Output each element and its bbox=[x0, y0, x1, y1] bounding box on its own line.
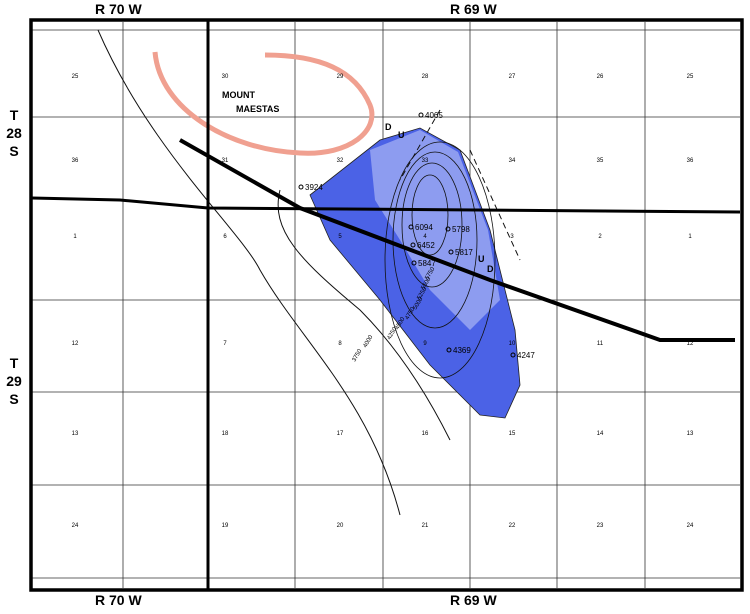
mountain-outline bbox=[152, 51, 375, 156]
township-label: 29 bbox=[6, 373, 22, 389]
section-number: 25 bbox=[72, 74, 79, 80]
well-symbol bbox=[448, 249, 454, 255]
section-number: 8 bbox=[338, 341, 342, 347]
section-number: 32 bbox=[337, 158, 344, 164]
well-symbol bbox=[410, 242, 416, 248]
map-frame bbox=[29, 18, 744, 592]
contours bbox=[384, 141, 496, 379]
section-number: 6 bbox=[223, 234, 227, 240]
section-number: 34 bbox=[509, 158, 516, 164]
section-number: 24 bbox=[72, 523, 79, 529]
well-value: 4247 bbox=[517, 351, 535, 360]
well-symbol bbox=[298, 184, 304, 190]
well-symbol bbox=[445, 226, 451, 232]
range-label: R 70 W bbox=[95, 1, 142, 17]
section-number: 31 bbox=[222, 158, 229, 164]
fault-marker: D bbox=[385, 122, 392, 132]
township-label: T bbox=[10, 355, 19, 371]
section-number: 11 bbox=[597, 341, 604, 347]
section-number: 30 bbox=[222, 74, 229, 80]
structure-high bbox=[370, 130, 500, 330]
section-number: 13 bbox=[687, 431, 694, 437]
well-value: 4369 bbox=[453, 346, 471, 355]
section-number: 7 bbox=[223, 341, 227, 347]
section-number: 12 bbox=[687, 341, 694, 347]
fault-lines bbox=[97, 29, 521, 516]
well-symbol bbox=[510, 352, 516, 358]
well-value: 3924 bbox=[305, 183, 323, 192]
township-line bbox=[31, 196, 741, 214]
well-symbol bbox=[446, 347, 452, 353]
section-number: 35 bbox=[597, 158, 604, 164]
section-number: 36 bbox=[687, 158, 694, 164]
section-number: 12 bbox=[72, 341, 79, 347]
section-number: 16 bbox=[422, 431, 429, 437]
section-number: 18 bbox=[222, 431, 229, 437]
section-number: 3 bbox=[510, 234, 514, 240]
range-label: R 69 W bbox=[450, 592, 497, 608]
fault-marker: D bbox=[487, 264, 494, 274]
section-number: 14 bbox=[597, 431, 604, 437]
section-number: 22 bbox=[509, 523, 516, 529]
township-label: T bbox=[10, 107, 19, 123]
section-number: 25 bbox=[687, 74, 694, 80]
section-number: 5 bbox=[338, 234, 342, 240]
section-number: 36 bbox=[72, 158, 79, 164]
section-number: 24 bbox=[687, 523, 694, 529]
section-number: 21 bbox=[422, 523, 429, 529]
well-symbol bbox=[411, 260, 417, 266]
section-number: 1 bbox=[73, 234, 77, 240]
range-label: R 70 W bbox=[95, 592, 142, 608]
feature-label: MAESTAS bbox=[236, 104, 279, 114]
section-number: 1 bbox=[688, 234, 692, 240]
feature-label: MOUNT bbox=[222, 90, 255, 100]
section-number: 9 bbox=[423, 341, 427, 347]
well-value: 6094 bbox=[415, 223, 433, 232]
township-label: S bbox=[9, 143, 18, 159]
section-number: 29 bbox=[337, 74, 344, 80]
range-label: R 69 W bbox=[450, 1, 497, 17]
township-label: 28 bbox=[6, 125, 22, 141]
well-value: 4065 bbox=[425, 111, 443, 120]
section-number: 2 bbox=[598, 234, 602, 240]
section-number: 28 bbox=[422, 74, 429, 80]
fault-marker: U bbox=[398, 130, 405, 140]
section-number: 23 bbox=[597, 523, 604, 529]
well-symbol bbox=[408, 224, 414, 230]
well-symbol bbox=[418, 112, 424, 118]
section-number: 17 bbox=[337, 431, 344, 437]
section-number: 26 bbox=[597, 74, 604, 80]
well-value: 5798 bbox=[452, 225, 470, 234]
section-number: 13 bbox=[72, 431, 79, 437]
well-value: 5817 bbox=[455, 248, 473, 257]
fault-marker: U bbox=[478, 254, 485, 264]
section-number: 27 bbox=[509, 74, 516, 80]
section-number: 19 bbox=[222, 523, 229, 529]
section-number: 20 bbox=[337, 523, 344, 529]
main-fault bbox=[179, 138, 735, 342]
well-value: 6452 bbox=[417, 241, 435, 250]
section-number: 33 bbox=[422, 158, 429, 164]
township-label: S bbox=[9, 391, 18, 407]
section-number: 10 bbox=[509, 341, 516, 347]
section-number: 4 bbox=[423, 234, 427, 240]
well-value: 5847 bbox=[418, 259, 436, 268]
section-number: 15 bbox=[509, 431, 516, 437]
